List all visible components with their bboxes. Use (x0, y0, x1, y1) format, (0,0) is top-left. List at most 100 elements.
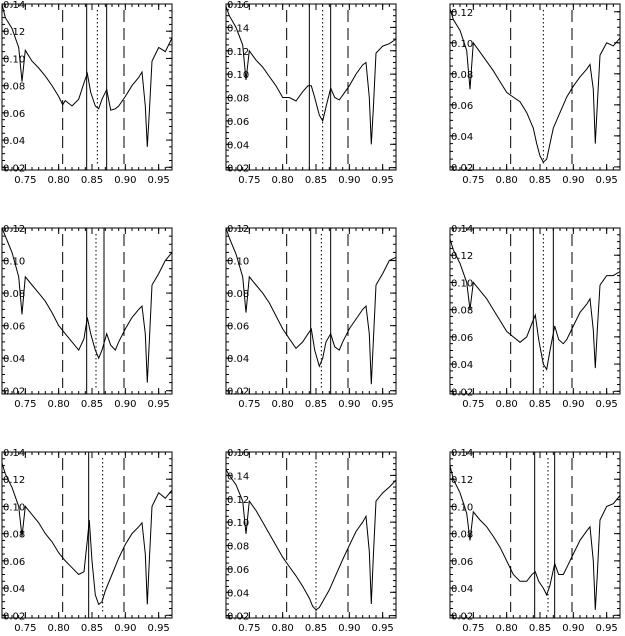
x-tick-label: 0.80 (48, 399, 70, 410)
y-tick-label: 0.04 (227, 354, 249, 365)
y-tick-label: 0.08 (227, 542, 249, 553)
y-tick-label: 0.08 (227, 289, 249, 300)
y-tick-label: 0.02 (3, 611, 25, 622)
x-tick-label: 0.75 (238, 623, 260, 634)
x-tick-label: 0.95 (372, 399, 394, 410)
x-tick-label: 0.90 (338, 175, 360, 186)
y-tick-label: 0.14 (3, 0, 25, 11)
x-tick-label: 0.85 (81, 623, 103, 634)
panel-6: 0.75 0.80 0.85 0.90 0.95 0.02 0.04 0.06 0.08 0.10… (450, 224, 620, 410)
y-tick-label: 0.02 (451, 611, 473, 622)
y-tick-label: 0.04 (227, 140, 249, 151)
y-tick-label: 0.06 (227, 117, 249, 128)
y-tick-label: 0.04 (3, 584, 25, 595)
panel-4: 0.75 0.80 0.85 0.90 0.950.020.040.060.080.10… (2, 224, 172, 410)
y-tick-label: 0.06 (3, 557, 25, 568)
x-tick-label: 0.85 (305, 623, 327, 634)
y-tick-label: 0.10 (451, 502, 473, 513)
plot-frame (450, 4, 620, 170)
y-tick-label: 0.16 (227, 0, 249, 11)
panel-9: 0.75 0.80 0.85 0.90 0.95 0.02 0.04 0.06 0.08 0.10… (450, 448, 620, 634)
x-tick-label: 0.80 (496, 623, 518, 634)
y-tick-label: 0.14 (451, 448, 473, 459)
x-tick-label: 0.80 (48, 175, 70, 186)
x-tick-label: 0.90 (114, 399, 136, 410)
x-tick-label: 0.95 (148, 399, 170, 410)
y-tick-label: 0.12 (227, 224, 249, 235)
x-tick-label: 0.85 (81, 175, 103, 186)
y-tick-label: 0.02 (451, 163, 473, 174)
x-tick-label: 0.90 (114, 623, 136, 634)
panel-8: 0.75 0.80 0.85 0.90 0.950.020.040.060.080.10… (226, 448, 396, 634)
plot-frame (450, 228, 620, 394)
y-tick-label: 0.06 (3, 322, 25, 333)
x-tick-label: 0.80 (496, 175, 518, 186)
y-tick-label: 0.12 (227, 47, 249, 58)
y-tick-label: 0.04 (451, 584, 473, 595)
x-tick-label: 0.75 (462, 399, 484, 410)
y-tick-label: 0.10 (3, 502, 25, 513)
panel-1: 0.75 0.80 0.85 0.90 0.95 0.02 0.04 0.06 0.08 0.10… (2, 0, 172, 186)
y-tick-label: 0.08 (227, 94, 249, 105)
y-tick-label: 0.04 (451, 360, 473, 371)
y-tick-label: 0.02 (227, 387, 249, 398)
x-tick-label: 0.85 (529, 175, 551, 186)
y-tick-label: 0.08 (3, 82, 25, 93)
x-tick-label: 0.95 (596, 623, 618, 634)
spectrum-line (450, 239, 620, 370)
y-tick-label: 0.14 (451, 224, 473, 235)
x-tick-label: 0.75 (462, 623, 484, 634)
x-tick-label: 0.90 (338, 399, 360, 410)
x-tick-label: 0.75 (14, 175, 36, 186)
x-tick-label: 0.90 (562, 175, 584, 186)
spectrum-line (2, 463, 172, 605)
y-tick-label: 0.10 (451, 278, 473, 289)
x-tick-label: 0.95 (148, 623, 170, 634)
y-tick-label: 0.12 (3, 27, 25, 38)
y-tick-label: 0.06 (451, 101, 473, 112)
y-tick-label: 0.14 (3, 448, 25, 459)
x-tick-label: 0.95 (596, 399, 618, 410)
y-tick-label: 0.02 (3, 387, 25, 398)
x-tick-label: 0.80 (496, 399, 518, 410)
y-tick-label: 0.08 (451, 70, 473, 81)
y-tick-label: 0.04 (3, 354, 25, 365)
x-tick-label: 0.90 (562, 623, 584, 634)
y-tick-label: 0.06 (451, 333, 473, 344)
y-tick-label: 0.06 (227, 565, 249, 576)
x-tick-label: 0.90 (114, 175, 136, 186)
y-tick-label: 0.04 (227, 588, 249, 599)
y-tick-label: 0.12 (227, 495, 249, 506)
x-tick-label: 0.95 (596, 175, 618, 186)
x-tick-label: 0.85 (529, 399, 551, 410)
y-tick-label: 0.06 (451, 557, 473, 568)
y-tick-label: 0.10 (3, 54, 25, 65)
x-tick-label: 0.85 (305, 175, 327, 186)
spectrum-line (226, 6, 396, 144)
y-tick-label: 0.08 (3, 289, 25, 300)
spectrum-line (450, 9, 620, 163)
x-tick-label: 0.90 (562, 399, 584, 410)
y-tick-label: 0.02 (451, 387, 473, 398)
y-tick-label: 0.12 (451, 8, 473, 19)
plot-frame (226, 4, 396, 170)
x-tick-label: 0.95 (372, 175, 394, 186)
x-tick-label: 0.95 (372, 623, 394, 634)
x-tick-label: 0.85 (529, 623, 551, 634)
y-tick-label: 0.12 (3, 224, 25, 235)
y-tick-label: 0.10 (451, 39, 473, 50)
x-tick-label: 0.80 (272, 399, 294, 410)
x-tick-label: 0.95 (148, 175, 170, 186)
y-tick-label: 0.16 (227, 448, 249, 459)
y-tick-label: 0.06 (227, 322, 249, 333)
panel-2: 0.75 0.80 0.85 0.90 0.95 0.02 0.04 0.06 0.08 0.10… (226, 0, 396, 186)
x-tick-label: 0.75 (14, 399, 36, 410)
x-tick-label: 0.80 (272, 175, 294, 186)
x-tick-label: 0.75 (238, 399, 260, 410)
x-tick-label: 0.85 (305, 399, 327, 410)
x-tick-label: 0.90 (338, 623, 360, 634)
panel-3: 0.75 0.80 0.85 0.90 0.95 0.02 0.04 0.06 0.08 0.10… (450, 4, 620, 186)
spectrum-line (226, 470, 396, 610)
panel-5: 0.75 0.80 0.85 0.90 0.950.020.040.060.080.10… (226, 224, 396, 410)
